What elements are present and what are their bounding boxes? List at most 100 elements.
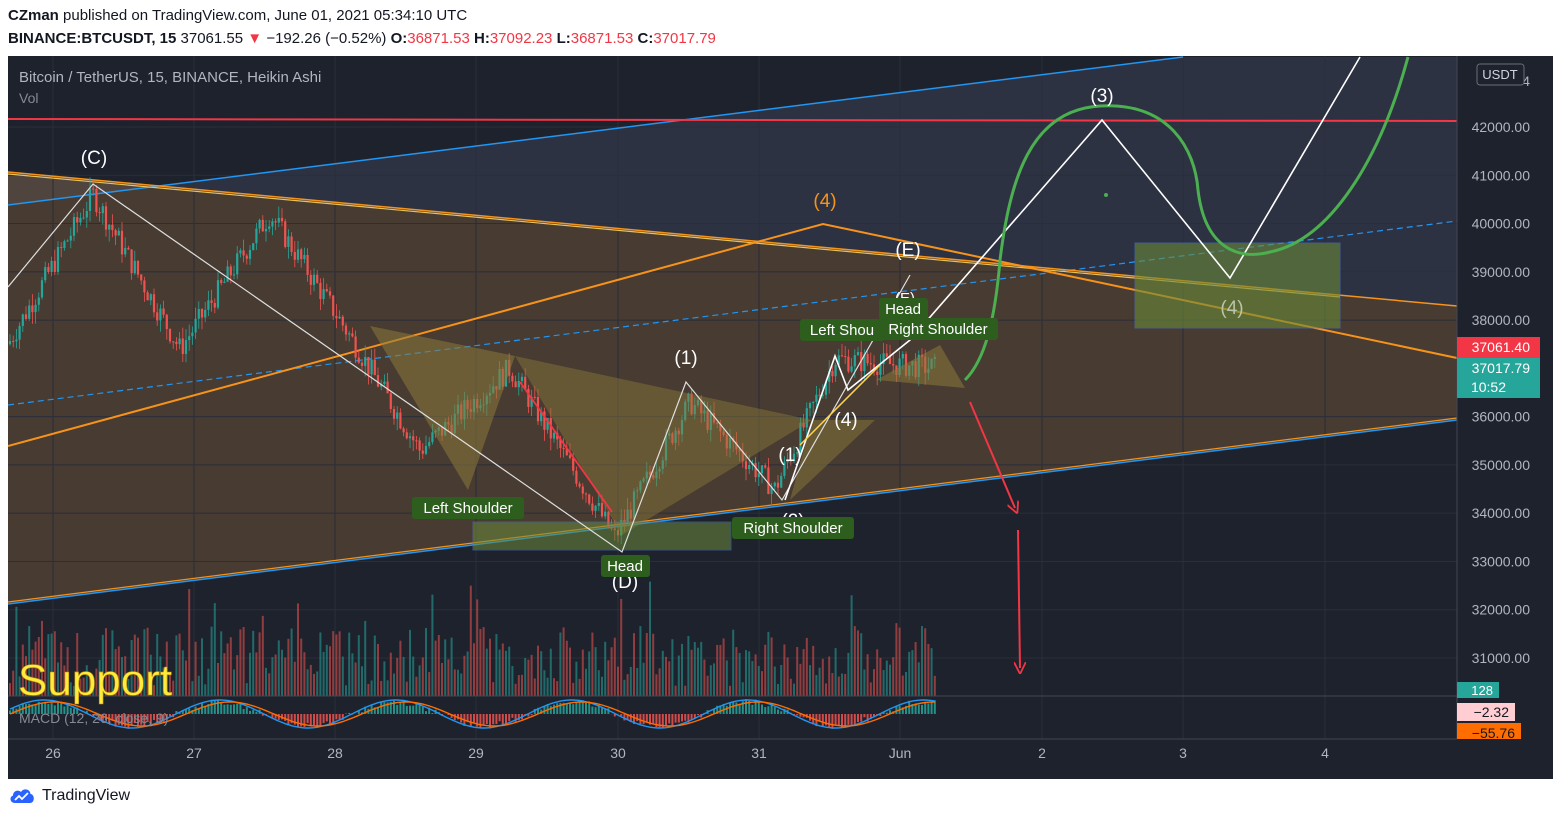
candle-body	[168, 329, 172, 342]
hs-left-triangle[interactable]	[370, 326, 515, 490]
currency-badge[interactable]: USDT	[1476, 63, 1525, 86]
macd-bar	[671, 714, 674, 726]
blue-upper-trendline[interactable]	[8, 56, 1184, 206]
volume-bar	[578, 678, 581, 696]
candle-body	[152, 294, 156, 313]
macd-bar	[95, 714, 98, 716]
macd-bar	[738, 704, 741, 714]
macd-bar	[537, 707, 539, 714]
label-left-shoulder-1[interactable]: Left Shoulder	[412, 497, 524, 519]
candle-body	[114, 230, 117, 236]
yellow-triangle-line[interactable]	[8, 173, 1341, 298]
macd-bar	[668, 714, 671, 724]
volume-bar	[905, 671, 907, 696]
y-tick-label: 41000.00	[1472, 167, 1531, 183]
volume-bar	[805, 637, 808, 696]
volume-bar	[514, 683, 517, 696]
volume-bar	[569, 647, 571, 696]
chart-area[interactable]: (C) (D) (E) (E) (1) (1) (2) (3) (4) (4) …	[8, 56, 1553, 779]
hs-right-triangle[interactable]	[790, 420, 875, 500]
label-right-shoulder-1-text: Right Shoulder	[743, 520, 842, 537]
volume-bar	[338, 631, 341, 696]
red-arrow-1[interactable]	[969, 401, 1015, 508]
macd-bar	[421, 706, 424, 714]
macd-bar	[25, 704, 27, 714]
candle-body	[88, 188, 92, 212]
red-small-line[interactable]	[519, 381, 613, 513]
macd-bar	[729, 702, 731, 714]
volume-badge-text: 128	[1471, 683, 1493, 698]
candle-body	[76, 217, 79, 223]
time-axis[interactable]	[8, 739, 1553, 779]
candle-body	[287, 236, 290, 247]
blue-dashed-midline[interactable]	[8, 220, 1458, 406]
label-head-2[interactable]: Head	[879, 298, 928, 320]
volume-bar	[418, 665, 421, 696]
macd-bar	[879, 714, 882, 716]
volume-bar	[57, 662, 59, 696]
wave-4-target-box[interactable]	[1134, 242, 1341, 329]
volume-bar	[732, 629, 735, 696]
label-right-shoulder-2-text: Right Shoulder	[888, 321, 987, 338]
label-head-1[interactable]: Head	[601, 555, 650, 577]
macd-bar	[226, 704, 229, 714]
candle-body	[188, 336, 191, 341]
volume-bar	[479, 629, 482, 696]
publisher-name[interactable]: CZman	[8, 7, 59, 24]
volume-bar	[601, 676, 603, 696]
chart-svg[interactable]: (C) (D) (E) (E) (1) (1) (2) (3) (4) (4) …	[8, 56, 1553, 779]
tradingview-logo[interactable]: TradingView	[8, 787, 130, 805]
macd-bar	[533, 708, 536, 714]
candle-body	[866, 354, 869, 364]
candle-body	[530, 396, 533, 407]
volume-bar	[415, 676, 418, 696]
white-abc-wave[interactable]	[8, 183, 911, 553]
macd-bar	[841, 714, 843, 728]
macd-bar	[796, 714, 799, 716]
volume-bar	[284, 657, 287, 696]
candle-body	[418, 440, 421, 451]
volume-bar	[156, 634, 159, 696]
volume-bar	[149, 654, 152, 696]
candle-body	[645, 471, 648, 479]
macd-bar	[450, 714, 453, 718]
green-projection-curve[interactable]	[963, 56, 1410, 382]
candle-body	[594, 505, 597, 511]
orange-lower-triangle-line[interactable]	[8, 417, 1458, 603]
x-tick-label: 3	[1179, 745, 1187, 761]
yellow-small-line[interactable]	[799, 364, 881, 446]
y-tick-label: 33000.00	[1472, 553, 1531, 569]
macd-bar	[802, 714, 805, 718]
volume-bar	[860, 633, 863, 696]
volume-bar	[172, 680, 175, 696]
candle-body	[757, 473, 760, 478]
wave-label-C: (C)	[81, 148, 107, 169]
support-zone-box[interactable]	[472, 521, 732, 551]
hs-small-triangle[interactable]	[876, 345, 965, 388]
macd-bar	[28, 703, 31, 714]
macd-bar	[585, 701, 587, 714]
label-right-shoulder-2[interactable]: Right Shoulder	[878, 318, 998, 340]
candle-body	[242, 250, 245, 256]
red-resistance-line[interactable]	[8, 118, 1458, 122]
macd-bar	[117, 714, 120, 725]
hs-mid-triangle[interactable]	[515, 356, 812, 535]
label-right-shoulder-1[interactable]: Right Shoulder	[732, 517, 854, 539]
legend-macd: MACD (12, 26, close, 9)	[19, 710, 168, 726]
blue-lower-trendline[interactable]	[8, 419, 1458, 605]
red-arrow-2[interactable]	[1018, 529, 1020, 668]
y-tick-label: 32000.00	[1472, 602, 1531, 618]
volume-bar	[277, 640, 280, 696]
label-left-shoulder-2[interactable]: Left Shou	[800, 319, 884, 341]
volume-bar	[796, 647, 799, 696]
macd-bar	[341, 714, 344, 720]
volume-bar	[146, 627, 149, 696]
candle-body	[591, 503, 594, 511]
volume-bar	[124, 656, 127, 696]
open-value: 36871.53	[407, 30, 470, 47]
x-tick-label: 27	[186, 745, 202, 761]
volume-bar	[140, 684, 143, 696]
candle-body	[322, 289, 325, 300]
macd-bar	[745, 699, 747, 714]
volume-bar	[345, 685, 347, 696]
